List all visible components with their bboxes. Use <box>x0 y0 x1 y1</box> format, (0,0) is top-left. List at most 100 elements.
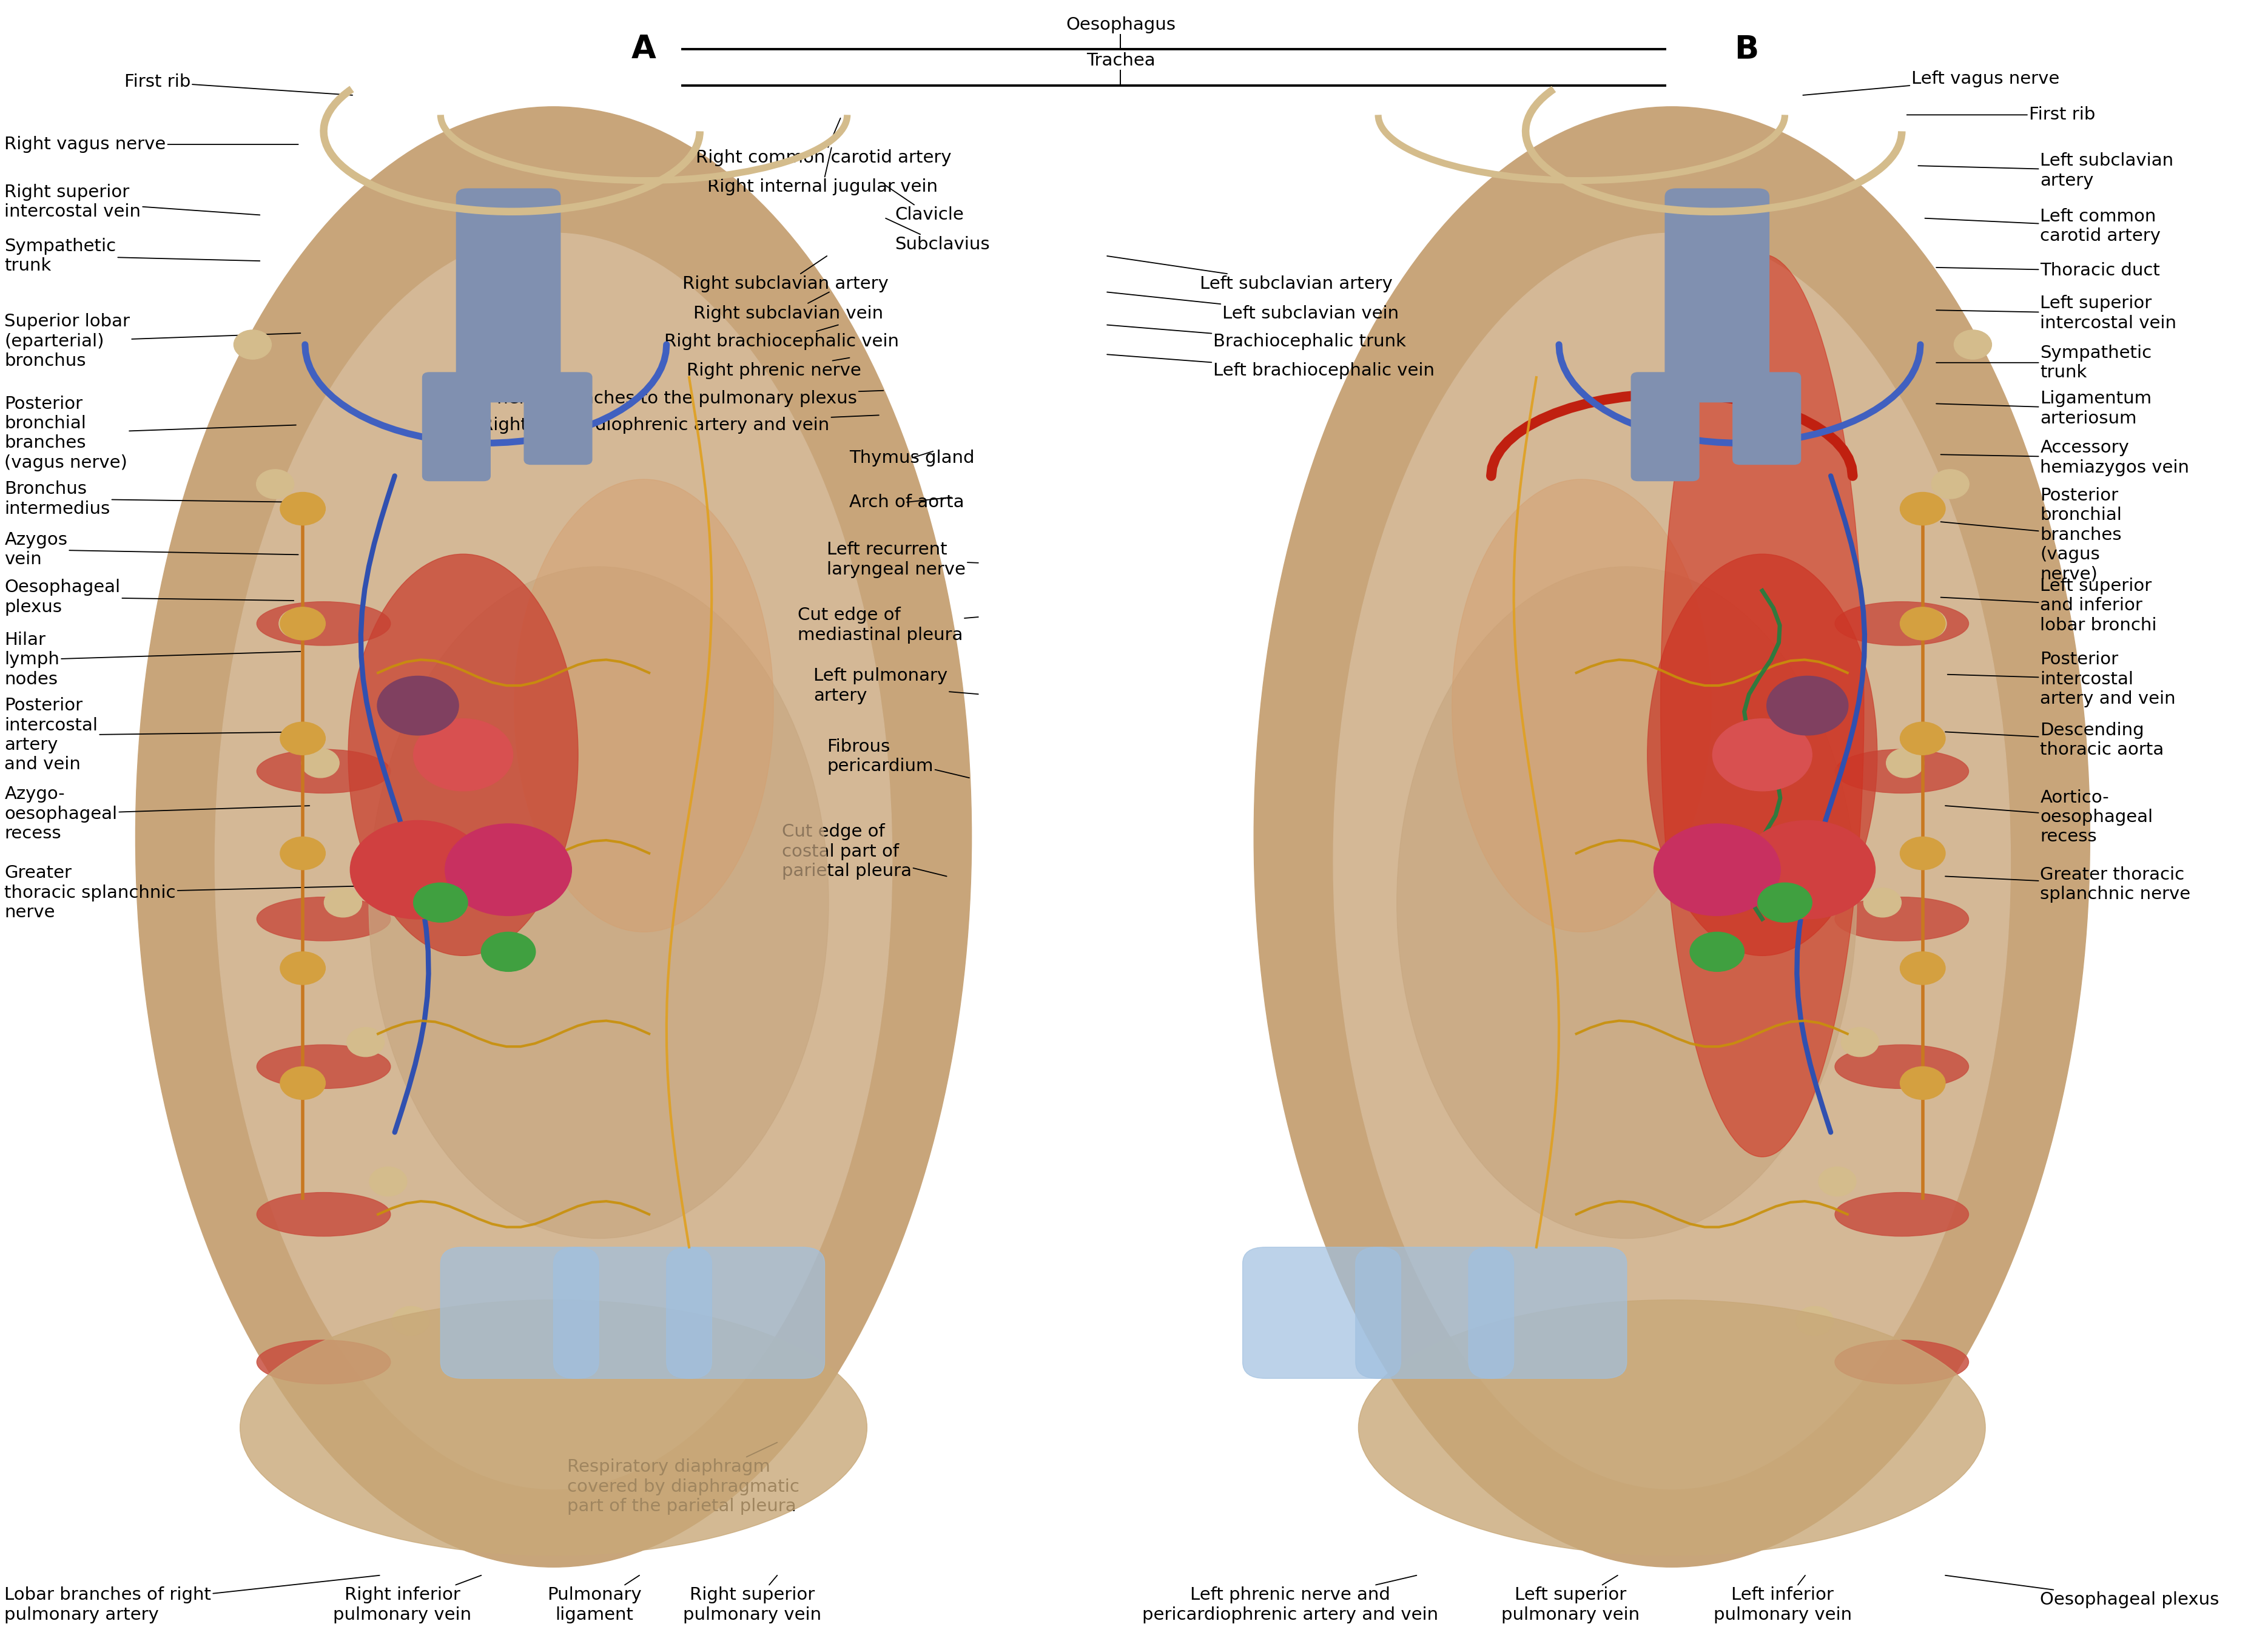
FancyBboxPatch shape <box>1470 1247 1626 1378</box>
Text: Bronchus
intermedius: Bronchus intermedius <box>5 481 297 517</box>
Ellipse shape <box>349 555 578 955</box>
Circle shape <box>349 820 485 919</box>
Ellipse shape <box>1835 1045 1969 1088</box>
Circle shape <box>281 837 324 870</box>
Ellipse shape <box>240 1300 866 1556</box>
Ellipse shape <box>392 1306 429 1336</box>
Text: Superior lobar
(eparterial)
bronchus: Superior lobar (eparterial) bronchus <box>5 313 299 369</box>
Text: Clavicle: Clavicle <box>887 185 964 223</box>
Circle shape <box>1653 824 1780 916</box>
Circle shape <box>1901 722 1946 755</box>
Text: Greater
thoracic splanchnic
nerve: Greater thoracic splanchnic nerve <box>5 865 356 921</box>
Circle shape <box>1690 932 1744 971</box>
Text: Cut edge of
costal part of
parietal pleura: Cut edge of costal part of parietal pleu… <box>782 824 946 880</box>
Ellipse shape <box>1835 1193 1969 1236</box>
Text: Vagal nerve branches to the pulmonary plexus: Vagal nerve branches to the pulmonary pl… <box>442 391 885 407</box>
Ellipse shape <box>256 469 295 499</box>
Text: Pulmonary
ligament: Pulmonary ligament <box>547 1575 642 1623</box>
Circle shape <box>413 883 467 922</box>
Ellipse shape <box>256 1193 390 1236</box>
Text: Right brachiocephalic vein: Right brachiocephalic vein <box>665 325 898 350</box>
FancyBboxPatch shape <box>456 189 560 402</box>
Ellipse shape <box>347 1027 383 1057</box>
FancyBboxPatch shape <box>440 1247 599 1378</box>
Text: Left pulmonary
artery: Left pulmonary artery <box>814 668 978 704</box>
Ellipse shape <box>136 107 971 1567</box>
FancyBboxPatch shape <box>1733 373 1801 464</box>
Text: Thymus gland: Thymus gland <box>850 450 975 466</box>
Ellipse shape <box>1660 254 1864 1157</box>
Ellipse shape <box>1397 566 1857 1239</box>
Ellipse shape <box>1819 1167 1855 1196</box>
Text: A: A <box>631 33 655 66</box>
Text: Right superior
pulmonary vein: Right superior pulmonary vein <box>683 1575 821 1623</box>
Text: Azygos
vein: Azygos vein <box>5 532 297 568</box>
Text: Aortico-
oesophageal
recess: Aortico- oesophageal recess <box>1946 789 2152 845</box>
Text: Arch of aorta: Arch of aorta <box>850 494 964 510</box>
Ellipse shape <box>234 330 272 359</box>
Text: Right pericardiophrenic artery and vein: Right pericardiophrenic artery and vein <box>481 415 880 433</box>
Text: Thoracic duct: Thoracic duct <box>1937 263 2159 279</box>
FancyBboxPatch shape <box>553 1247 712 1378</box>
Text: Oesophageal plexus: Oesophageal plexus <box>1946 1575 2220 1608</box>
Text: Descending
thoracic aorta: Descending thoracic aorta <box>1946 722 2164 758</box>
Text: First rib: First rib <box>1907 107 2096 123</box>
Text: Brachiocephalic trunk: Brachiocephalic trunk <box>1107 325 1406 350</box>
Text: Posterior
intercostal
artery and vein: Posterior intercostal artery and vein <box>1948 651 2175 707</box>
Ellipse shape <box>1835 602 1969 645</box>
Ellipse shape <box>1842 1027 1878 1057</box>
Text: Right phrenic nerve: Right phrenic nerve <box>687 358 862 379</box>
FancyBboxPatch shape <box>1631 373 1699 481</box>
Ellipse shape <box>1796 1306 1833 1336</box>
Text: Accessory
hemiazygos vein: Accessory hemiazygos vein <box>1941 440 2189 476</box>
Text: Left recurrent
laryngeal nerve: Left recurrent laryngeal nerve <box>828 542 978 578</box>
Text: Azygo-
oesophageal
recess: Azygo- oesophageal recess <box>5 786 308 842</box>
Ellipse shape <box>370 566 828 1239</box>
FancyBboxPatch shape <box>1243 1247 1402 1378</box>
Text: Right vagus nerve: Right vagus nerve <box>5 136 297 153</box>
Ellipse shape <box>1887 748 1923 778</box>
Text: Oesophagus: Oesophagus <box>1066 16 1175 33</box>
Ellipse shape <box>1864 888 1901 917</box>
Ellipse shape <box>1910 609 1946 638</box>
FancyBboxPatch shape <box>524 373 592 464</box>
Text: Left superior
intercostal vein: Left superior intercostal vein <box>1937 295 2177 331</box>
FancyBboxPatch shape <box>1665 189 1769 402</box>
Ellipse shape <box>256 750 390 793</box>
Circle shape <box>1901 1067 1946 1099</box>
Ellipse shape <box>1452 479 1710 932</box>
Text: Hilar
lymph
nodes: Hilar lymph nodes <box>5 632 299 688</box>
Text: Subclavius: Subclavius <box>887 218 989 253</box>
Text: Left superior
and inferior
lobar bronchi: Left superior and inferior lobar bronchi <box>1941 578 2157 633</box>
Circle shape <box>281 1067 324 1099</box>
Circle shape <box>481 932 535 971</box>
Text: Left brachiocephalic vein: Left brachiocephalic vein <box>1107 354 1436 379</box>
Text: Posterior
intercostal
artery
and vein: Posterior intercostal artery and vein <box>5 697 308 773</box>
Circle shape <box>1712 719 1812 791</box>
Circle shape <box>1740 820 1876 919</box>
Ellipse shape <box>256 1045 390 1088</box>
Ellipse shape <box>256 1341 390 1383</box>
Circle shape <box>281 492 324 525</box>
Text: Left superior
pulmonary vein: Left superior pulmonary vein <box>1501 1575 1640 1623</box>
Text: Oesophageal
plexus: Oesophageal plexus <box>5 579 295 615</box>
Text: Right superior
intercostal vein: Right superior intercostal vein <box>5 184 261 220</box>
Circle shape <box>376 676 458 735</box>
Circle shape <box>445 824 572 916</box>
Text: Posterior
bronchial
branches
(vagus nerve): Posterior bronchial branches (vagus nerv… <box>5 395 295 471</box>
Text: Greater thoracic
splanchnic nerve: Greater thoracic splanchnic nerve <box>1946 866 2191 903</box>
Ellipse shape <box>1647 555 1878 955</box>
Text: First rib: First rib <box>125 74 352 95</box>
Circle shape <box>1901 837 1946 870</box>
Text: Sympathetic
trunk: Sympathetic trunk <box>5 238 261 274</box>
FancyBboxPatch shape <box>422 373 490 481</box>
Text: Left phrenic nerve and
pericardiophrenic artery and vein: Left phrenic nerve and pericardiophrenic… <box>1143 1575 1438 1623</box>
Circle shape <box>1767 676 1848 735</box>
Text: Posterior
bronchial
branches
(vagus
nerve): Posterior bronchial branches (vagus nerv… <box>1941 487 2123 583</box>
Text: Cut edge of
mediastinal pleura: Cut edge of mediastinal pleura <box>798 607 978 643</box>
Text: Left common
carotid artery: Left common carotid artery <box>1926 208 2161 245</box>
Text: Right internal jugular vein: Right internal jugular vein <box>708 148 937 195</box>
Text: Left subclavian vein: Left subclavian vein <box>1107 292 1399 322</box>
Text: Respiratory diaphragm
covered by diaphragmatic
part of the parietal pleura: Respiratory diaphragm covered by diaphra… <box>567 1442 798 1515</box>
Ellipse shape <box>324 888 363 917</box>
